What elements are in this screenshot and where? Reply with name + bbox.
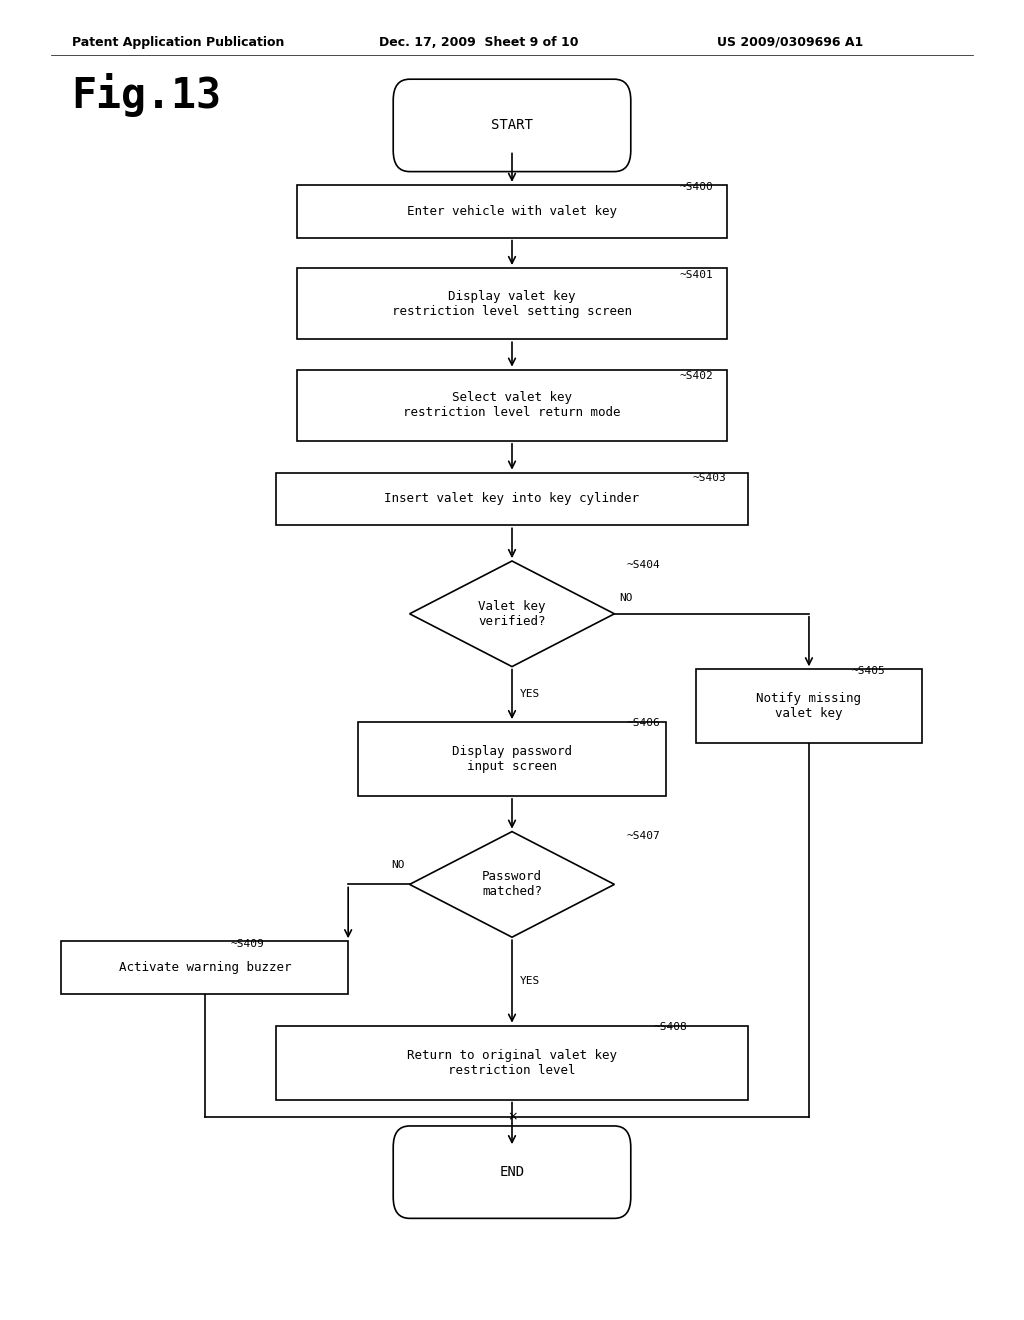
Text: YES: YES <box>520 977 541 986</box>
Bar <box>297 370 727 441</box>
Text: ~S403: ~S403 <box>692 473 726 483</box>
Text: Activate warning buzzer: Activate warning buzzer <box>119 961 291 974</box>
Text: ~S401: ~S401 <box>680 269 714 280</box>
Text: Insert valet key into key cylinder: Insert valet key into key cylinder <box>384 492 640 506</box>
Text: END: END <box>500 1166 524 1179</box>
Text: ~S408: ~S408 <box>653 1022 687 1032</box>
Text: US 2009/0309696 A1: US 2009/0309696 A1 <box>717 36 863 49</box>
Text: Password
matched?: Password matched? <box>482 870 542 899</box>
Bar <box>297 185 727 238</box>
Text: ~S405: ~S405 <box>852 665 886 676</box>
Text: Patent Application Publication: Patent Application Publication <box>72 36 284 49</box>
Text: NO: NO <box>620 593 633 603</box>
Text: NO: NO <box>391 859 404 870</box>
Polygon shape <box>410 561 614 667</box>
FancyBboxPatch shape <box>393 79 631 172</box>
Text: Enter vehicle with valet key: Enter vehicle with valet key <box>407 205 617 218</box>
Text: Notify missing
valet key: Notify missing valet key <box>757 692 861 721</box>
Bar <box>358 722 666 796</box>
Text: START: START <box>492 119 532 132</box>
Text: Dec. 17, 2009  Sheet 9 of 10: Dec. 17, 2009 Sheet 9 of 10 <box>379 36 579 49</box>
Text: ~S409: ~S409 <box>230 939 264 949</box>
Text: ~S406: ~S406 <box>627 718 660 729</box>
Text: ~S400: ~S400 <box>680 182 714 193</box>
Text: YES: YES <box>520 689 541 700</box>
Bar <box>276 1026 748 1100</box>
Text: Select valet key
restriction level return mode: Select valet key restriction level retur… <box>403 391 621 420</box>
Text: Display password
input screen: Display password input screen <box>452 744 572 774</box>
Polygon shape <box>410 832 614 937</box>
Bar <box>696 669 922 743</box>
Text: Display valet key
restriction level setting screen: Display valet key restriction level sett… <box>392 289 632 318</box>
FancyBboxPatch shape <box>393 1126 631 1218</box>
Bar <box>276 473 748 525</box>
Text: $\times$: $\times$ <box>507 1110 517 1123</box>
Text: ~S404: ~S404 <box>627 560 660 570</box>
Text: Fig.13: Fig.13 <box>72 73 221 116</box>
Bar <box>61 941 348 994</box>
Text: ~S407: ~S407 <box>627 830 660 841</box>
Text: ~S402: ~S402 <box>680 371 714 381</box>
Text: Return to original valet key
restriction level: Return to original valet key restriction… <box>407 1048 617 1077</box>
Text: Valet key
verified?: Valet key verified? <box>478 599 546 628</box>
Bar <box>297 268 727 339</box>
